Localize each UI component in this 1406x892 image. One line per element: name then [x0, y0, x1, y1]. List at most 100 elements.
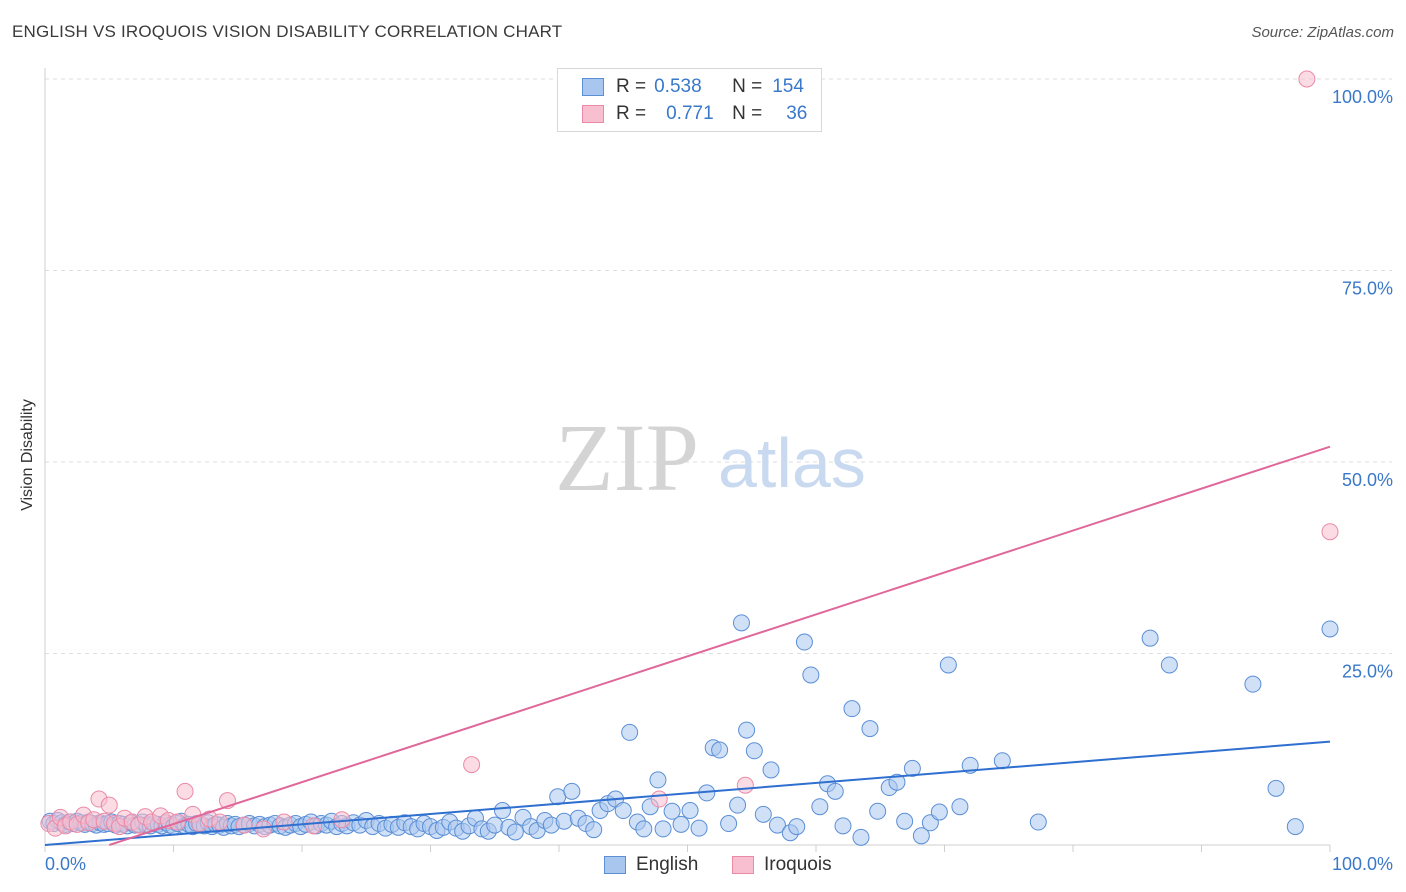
english-point	[896, 812, 914, 830]
iroquois-point	[235, 816, 253, 834]
english-point	[1141, 629, 1159, 647]
english-point	[585, 821, 603, 839]
english-point	[1029, 813, 1047, 831]
iroquois-point	[275, 813, 293, 831]
chart-title: ENGLISH VS IROQUOIS VISION DISABILITY CO…	[12, 22, 563, 41]
english-point	[939, 656, 957, 674]
english-point	[672, 815, 690, 833]
english-point	[563, 782, 581, 800]
english-point	[1267, 779, 1285, 797]
iroquois-point	[736, 776, 754, 794]
english-point	[681, 802, 699, 820]
english-point	[802, 666, 820, 684]
english-swatch	[582, 78, 604, 96]
english-point	[852, 828, 870, 846]
english-r-label: R =	[616, 76, 647, 97]
bottom-iroquois-swatch	[732, 856, 754, 874]
english-point	[720, 815, 738, 833]
english-point	[506, 823, 524, 841]
english-point	[663, 802, 681, 820]
english-point	[690, 819, 708, 837]
bottom-english-swatch	[604, 856, 626, 874]
english-point	[912, 827, 930, 845]
iroquois-r-label: R =	[616, 103, 647, 124]
english-point	[493, 802, 511, 820]
english-point	[930, 803, 948, 821]
iroquois-n-value: 36	[786, 103, 808, 124]
english-points	[41, 614, 1339, 846]
english-point	[903, 759, 921, 777]
english-trend-line	[44, 740, 1331, 846]
english-point	[795, 633, 813, 651]
iroquois-point	[1321, 523, 1339, 541]
iroquois-point	[100, 796, 118, 814]
english-point	[654, 820, 672, 838]
trend-lines	[44, 445, 1331, 846]
correlation-legend: R = 0.538 N = 154 R = 0.771 N = 36	[557, 68, 822, 132]
iroquois-swatch	[582, 105, 604, 123]
english-point	[635, 820, 653, 838]
english-point	[843, 700, 861, 718]
english-point	[861, 720, 879, 738]
iroquois-point	[254, 820, 272, 838]
english-point	[555, 812, 573, 830]
legend-row-iroquois: R = 0.771 N = 36	[582, 101, 807, 127]
iroquois-point	[463, 756, 481, 774]
grid-lines	[45, 78, 1392, 654]
iroquois-r-value: 0.771	[666, 103, 714, 124]
y-tick-label: 25.0%	[1342, 662, 1393, 682]
watermark-atlas: atlas	[718, 424, 866, 502]
english-point	[1321, 620, 1339, 638]
english-point	[621, 723, 639, 741]
english-point	[711, 741, 729, 759]
english-point	[869, 802, 887, 820]
english-point	[1244, 675, 1262, 693]
y-tick-label: 50.0%	[1342, 470, 1393, 490]
y-tick-label: 75.0%	[1342, 279, 1393, 299]
bottom-legend-iroquois: Iroquois	[732, 853, 832, 877]
iroquois-point	[1298, 70, 1316, 88]
source-credit: Source: ZipAtlas.com	[1251, 24, 1394, 41]
iroquois-point	[305, 817, 323, 835]
english-point	[811, 798, 829, 816]
english-point	[729, 796, 747, 814]
english-point	[732, 614, 750, 632]
iroquois-point	[176, 782, 194, 800]
axes	[44, 68, 1331, 852]
iroquois-point	[650, 790, 668, 808]
bottom-english-label: English	[636, 854, 699, 875]
english-point	[649, 771, 667, 789]
english-point	[1286, 818, 1304, 836]
english-point	[762, 761, 780, 779]
english-point	[1160, 656, 1178, 674]
english-point	[745, 742, 763, 760]
english-point	[486, 816, 504, 834]
english-point	[993, 752, 1011, 770]
iroquois-n-label: N =	[732, 103, 763, 124]
tick-labels: 25.0% 50.0% 75.0% 100.0% 0.0% 100.0%	[45, 87, 1393, 874]
y-tick-label: 100.0%	[1332, 87, 1393, 107]
english-point	[826, 782, 844, 800]
english-point	[888, 773, 906, 791]
english-r-value: 0.538	[654, 76, 702, 97]
watermark-zip: ZIP	[555, 404, 699, 511]
english-point	[788, 818, 806, 836]
watermark: ZIP atlas	[555, 404, 866, 511]
iroquois-points	[40, 70, 1339, 838]
english-point	[768, 816, 786, 834]
english-point	[754, 805, 772, 823]
bottom-iroquois-label: Iroquois	[764, 854, 832, 875]
legend-row-english: R = 0.538 N = 154	[582, 74, 804, 100]
bottom-legend-english: English	[604, 853, 698, 877]
english-point	[951, 798, 969, 816]
x-tick-label-min: 0.0%	[45, 854, 86, 874]
x-tick-label-max: 100.0%	[1332, 854, 1393, 874]
iroquois-trend-line	[108, 445, 1331, 846]
english-point	[834, 817, 852, 835]
iroquois-point	[211, 813, 229, 831]
english-n-label: N =	[732, 76, 763, 97]
english-point	[738, 721, 756, 739]
english-point	[614, 802, 632, 820]
english-n-value: 154	[772, 76, 804, 97]
